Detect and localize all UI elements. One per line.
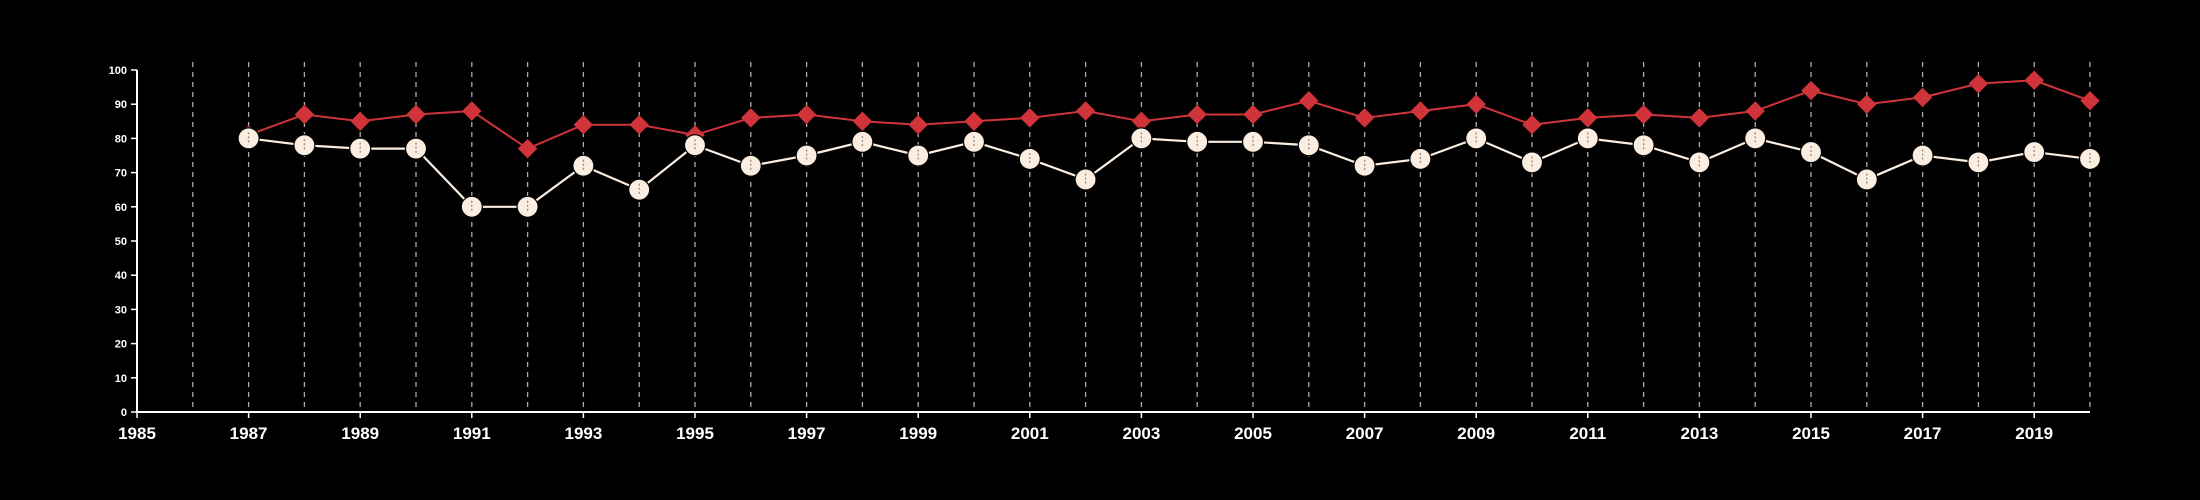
series-1-point-2006 (1299, 91, 1319, 111)
series-1-point-2008 (1410, 101, 1431, 121)
axes: 0 10 20 30 40 50 60 70 80 90 100 1985 1987 1989 1991 19… (109, 65, 2090, 443)
x-tick-label-1999: 1999 (899, 424, 937, 443)
series-1-point-1996 (741, 108, 761, 128)
x-tick-label-1993: 1993 (564, 424, 602, 443)
series-1-point-2013 (1689, 108, 1710, 128)
x-tick-label-1997: 1997 (788, 424, 826, 443)
series-1-point-2019 (2024, 70, 2044, 90)
series-1-point-2001 (1020, 108, 1040, 128)
series-1 (238, 70, 2100, 159)
series-1-point-2020 (2080, 91, 2100, 111)
x-tick-label-2019: 2019 (2015, 424, 2053, 443)
y-tick-label-40: 40 (115, 270, 127, 282)
y-tick-label-20: 20 (115, 339, 127, 351)
series-layer (237, 70, 2102, 218)
series-1-point-1992 (517, 138, 538, 159)
series-1-point-2000 (964, 111, 984, 132)
y-tick-label-90: 90 (115, 99, 127, 111)
x-tick-label-2015: 2015 (1792, 424, 1830, 443)
series-1-point-1991 (462, 101, 482, 121)
x-tick-label-1985: 1985 (118, 424, 156, 443)
x-tick-label-1989: 1989 (341, 424, 379, 443)
y-tick-label-10: 10 (115, 373, 127, 385)
grid (192, 62, 2091, 412)
y-tick-label-50: 50 (115, 236, 127, 248)
series-1-point-2005 (1243, 104, 1263, 125)
x-tick-label-2005: 2005 (1234, 424, 1272, 443)
series-1-point-1988 (294, 104, 315, 125)
y-tick-label-80: 80 (115, 133, 127, 145)
series-1-point-1990 (406, 104, 426, 125)
series-1-point-2016 (1857, 94, 1877, 114)
series-1-point-1998 (852, 111, 873, 132)
series-1-point-2012 (1633, 104, 1654, 125)
x-tick-label-2011: 2011 (1569, 424, 1606, 443)
series-1-point-2010 (1522, 115, 1542, 135)
series-1-point-1989 (350, 111, 370, 132)
series-1-point-2009 (1466, 94, 1486, 114)
y-tick-label-30: 30 (115, 304, 127, 316)
series-1-point-2011 (1578, 108, 1598, 128)
series-1-point-2007 (1354, 108, 1375, 128)
x-tick-label-2007: 2007 (1346, 424, 1384, 443)
series-1-point-2002 (1075, 101, 1096, 121)
x-tick-label-2017: 2017 (1904, 424, 1942, 443)
series-1-point-2014 (1745, 101, 1765, 121)
series-1-point-2004 (1187, 104, 1207, 125)
series-1-point-1993 (573, 115, 594, 135)
series-2 (237, 127, 2102, 218)
x-tick-label-1991: 1991 (453, 424, 491, 443)
y-tick-label-0: 0 (121, 407, 127, 419)
x-tick-label-1987: 1987 (230, 424, 268, 443)
x-tick-label-2001: 2001 (1011, 424, 1049, 443)
x-tick-label-2013: 2013 (1680, 424, 1718, 443)
series-1-point-2018 (1968, 73, 1989, 94)
y-tick-label-60: 60 (115, 202, 127, 214)
series-1-point-1997 (796, 104, 817, 125)
y-tick-label-100: 100 (109, 65, 127, 77)
x-tick-label-2003: 2003 (1122, 424, 1160, 443)
series-1-point-1999 (908, 115, 928, 135)
series-1-point-2015 (1801, 80, 1821, 101)
series-1-line (248, 79, 2091, 150)
y-tick-label-70: 70 (115, 168, 127, 180)
series-1-point-2017 (1912, 87, 1933, 108)
series-2-line (248, 137, 2091, 208)
x-tick-label-1995: 1995 (676, 424, 714, 443)
x-tick-label-2009: 2009 (1457, 424, 1495, 443)
series-1-point-1994 (629, 115, 649, 135)
